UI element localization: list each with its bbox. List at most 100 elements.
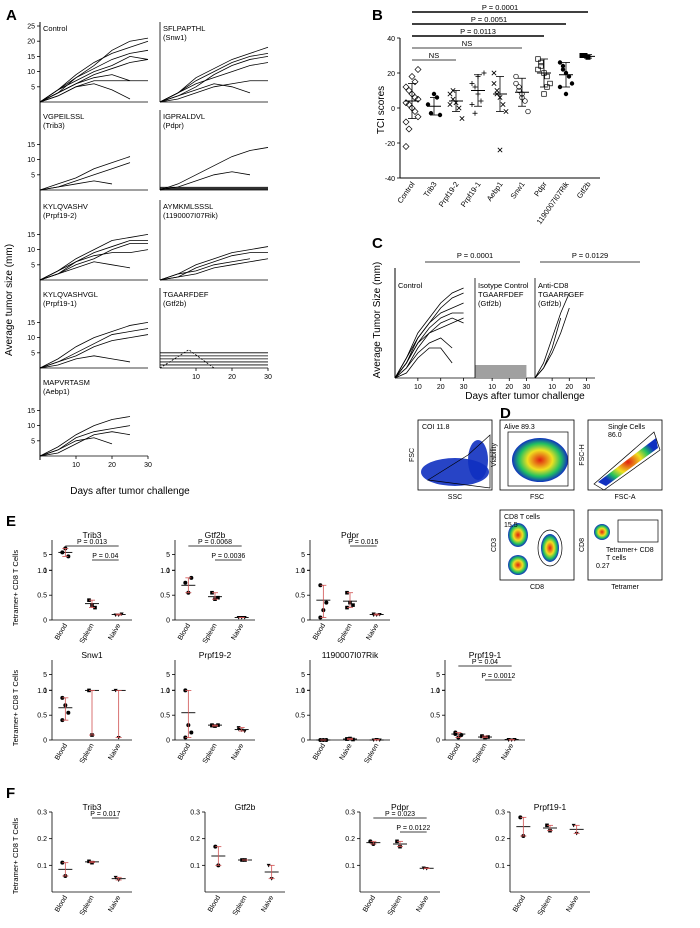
flow-gate (426, 434, 491, 489)
x-tick-label: 20 (505, 384, 513, 391)
data-point (405, 101, 413, 108)
data-point (557, 60, 563, 65)
dot-plot-title: Trib3 (82, 530, 101, 540)
x-tick-label: 30 (144, 462, 152, 469)
group-label: Blood (512, 894, 527, 913)
significance-label: P = 0.04 (92, 553, 118, 560)
flow-gate-title: Tetramer+ CD8 (606, 547, 654, 554)
data-point (414, 113, 422, 121)
growth-curve (39, 334, 149, 369)
flow-y-label: FSC (409, 448, 416, 462)
category-label: Prpf19-1 (459, 180, 483, 209)
growth-curve (39, 162, 131, 191)
flow-density (512, 438, 568, 482)
y-tick-label: 0.5 (37, 593, 47, 600)
flow-density (598, 438, 658, 486)
y-tick-label: 10 (27, 157, 35, 164)
dot-plot-title: Snw1 (81, 650, 103, 660)
panel-e-ylabel-row2: Tetramer+ CD8 T Cells (11, 670, 20, 746)
dot-plot-title: 1190007I07Rik (322, 650, 379, 660)
group-label: Blood (207, 894, 222, 913)
data-point (60, 695, 65, 700)
y-tick-label: 0.5 (160, 713, 170, 720)
y-tick-label: 0.3 (37, 810, 47, 817)
flow-density (594, 524, 610, 540)
data-point (425, 102, 431, 107)
x-tick-label: 20 (228, 374, 236, 381)
growth-curve (39, 355, 131, 369)
data-point (189, 730, 194, 735)
growth-curve (39, 416, 131, 457)
panel-f: Tetramer+ CD8 T Cells Trib3 0.3 0.2 0.1 Bloo… (11, 802, 590, 917)
dot-plot-pdpr: Pdpr 0.3 0.2 0.1 Blood Spleen Naive P = 0.023 P … (345, 802, 440, 917)
data-point (513, 80, 519, 87)
panel-c-ylabel: Average Tumor Size (mm) (372, 262, 383, 379)
significance-label: P = 0.0051 (471, 15, 507, 24)
flow-gate (617, 519, 659, 543)
data-point (216, 595, 220, 600)
y-tick-label: 20 (387, 71, 395, 78)
data-point (405, 87, 413, 94)
dot-plot-trib3: Trib3 5 11.0 0.5 0 Blood Spleen Naive P = 0.013 P… (37, 530, 132, 645)
group-label: Blood (177, 742, 192, 761)
group-label: Naive (500, 742, 515, 761)
data-point (538, 63, 544, 69)
dot-plot-title: Prpf19-1 (469, 650, 502, 660)
panel-e-ylabel-row1: Tetramer+ CD8 T Cells (11, 550, 20, 626)
data-point (324, 600, 329, 605)
y-tick-label: 0.1 (495, 863, 505, 870)
y-tick-label: 0.3 (345, 810, 355, 817)
data-point (541, 91, 547, 97)
small-multiple-title: KYLQVASHVGL (43, 290, 98, 299)
growth-curve (159, 147, 269, 191)
panel-c-xlabel: Days after tumor challenge (465, 391, 585, 402)
panel-e: Tetramer+ CD8 T Cells Tetramer+ CD8 T Ce… (11, 530, 525, 765)
data-point (513, 73, 519, 80)
x-tick-label: 10 (548, 384, 556, 391)
group-label: Spleen (202, 622, 219, 644)
data-point (525, 108, 531, 115)
y-tick-label: 1.0 (160, 568, 170, 575)
data-point (210, 723, 214, 728)
growth-curve (39, 431, 131, 457)
data-point (494, 88, 500, 93)
small-multiple-title: IGPRALDVL (163, 112, 205, 121)
data-point (402, 118, 410, 126)
significance-label: P = 0.023 (385, 811, 415, 818)
y-tick-label: 1 (301, 688, 305, 695)
small-multiple-title: (Snw1) (163, 33, 187, 42)
flow-density (508, 555, 528, 575)
y-tick-label: 0.1 (37, 863, 47, 870)
y-tick-label: 1 (43, 688, 47, 695)
dot-plot-prpf19-1: Prpf19-1 0.3 0.2 0.1 Blood Spleen Naive (495, 802, 590, 917)
panel-label-b: B (372, 7, 383, 24)
dot-plot-1190007i07rik: 1190007I07Rik 5 11.0 0.5 0 Blood Naive Spleen (295, 650, 390, 765)
group-label: Spleen (537, 894, 554, 916)
y-tick-label: 1 (166, 568, 170, 575)
group-label: Spleen (79, 742, 96, 764)
x-tick-label: 10 (192, 374, 200, 381)
data-point (547, 80, 553, 87)
group-label: Naive (365, 622, 380, 641)
category-label: Trib3 (422, 180, 439, 199)
panel-c: Average Tumor Size (mm) Days after tumor… (372, 251, 640, 402)
data-point (579, 53, 585, 58)
p-value-label: P = 0.0129 (572, 251, 608, 260)
growth-curve (39, 243, 148, 281)
growth-curve (394, 337, 453, 379)
small-multiple-title: (Pdpr) (163, 121, 184, 130)
y-tick-label: 1 (43, 568, 47, 575)
group-label: Naive (565, 894, 580, 913)
growth-curve (39, 49, 149, 103)
y-tick-label: 1 (301, 568, 305, 575)
growth-curve (534, 317, 562, 379)
y-tick-label: 15 (27, 232, 35, 239)
growth-curve (159, 83, 251, 103)
panel-a-small-multiples: 5 10 15 20 25 Control SFLPAPTHL(Snw1) 5 10 15 VGPE… (27, 22, 272, 469)
y-tick-label: 0.3 (190, 810, 200, 817)
data-point (408, 73, 416, 80)
data-point (431, 91, 437, 97)
data-point (497, 147, 503, 153)
